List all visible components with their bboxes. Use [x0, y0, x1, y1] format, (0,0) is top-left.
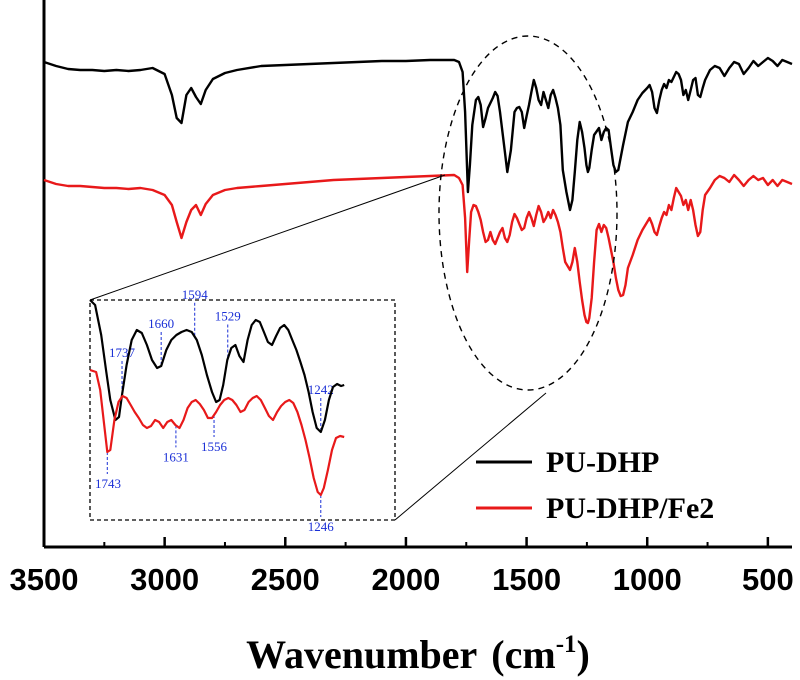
series-line-pu-dhp-fe2 — [43, 173, 793, 325]
peak-label-1743: 1743 — [95, 476, 121, 491]
x-axis-title: Wavenumber (cm-1) — [246, 631, 590, 677]
x-tick-label: 3500 — [10, 562, 79, 597]
x-tick-label: 1500 — [492, 562, 561, 597]
inset-line-pu-dhp — [89, 299, 345, 434]
x-axis-title-end: ) — [577, 632, 590, 677]
zoom-connector-bottom — [394, 392, 547, 521]
peak-label-1631: 1631 — [163, 449, 189, 464]
peak-label-1242: 1242 — [308, 382, 334, 397]
peak-label-1660: 1660 — [148, 316, 174, 331]
x-tick-labels: 3500 3000 2500 2000 1500 1000 500 — [10, 562, 794, 597]
series-line-pu-dhp — [43, 56, 793, 212]
x-axis-title-word: Wavenumber — [246, 632, 477, 677]
x-tick-label: 1000 — [613, 562, 682, 597]
legend-label-pu-dhp-fe2: PU-DHP/Fe2 — [546, 492, 714, 525]
x-tick-label: 2500 — [251, 562, 320, 597]
x-tick-label: 2000 — [371, 562, 440, 597]
x-tick-label: 500 — [742, 562, 794, 597]
peak-label-1529: 1529 — [215, 309, 241, 324]
peak-label-1737: 1737 — [109, 345, 136, 360]
x-axis-title-sup: -1 — [556, 631, 577, 658]
legend-label-pu-dhp: PU-DHP — [546, 446, 659, 479]
zoom-connector-top — [89, 174, 446, 301]
peak-label-1246: 1246 — [308, 519, 335, 534]
legend: PU-DHP PU-DHP/Fe2 — [476, 446, 714, 525]
peak-label-1594: 1594 — [182, 287, 209, 302]
inset-annotations: 1737 1660 1594 1529 1242 1743 1631 1556 1246 — [95, 287, 334, 534]
highlight-ellipse — [438, 35, 618, 391]
x-tick-label: 3000 — [130, 562, 199, 597]
inset-line-pu-dhp-fe2 — [89, 368, 345, 497]
x-axis-title-unit: (cm — [491, 632, 555, 677]
inset-box — [89, 299, 396, 521]
x-ticks — [42, 537, 770, 547]
peak-label-1556: 1556 — [201, 439, 228, 454]
